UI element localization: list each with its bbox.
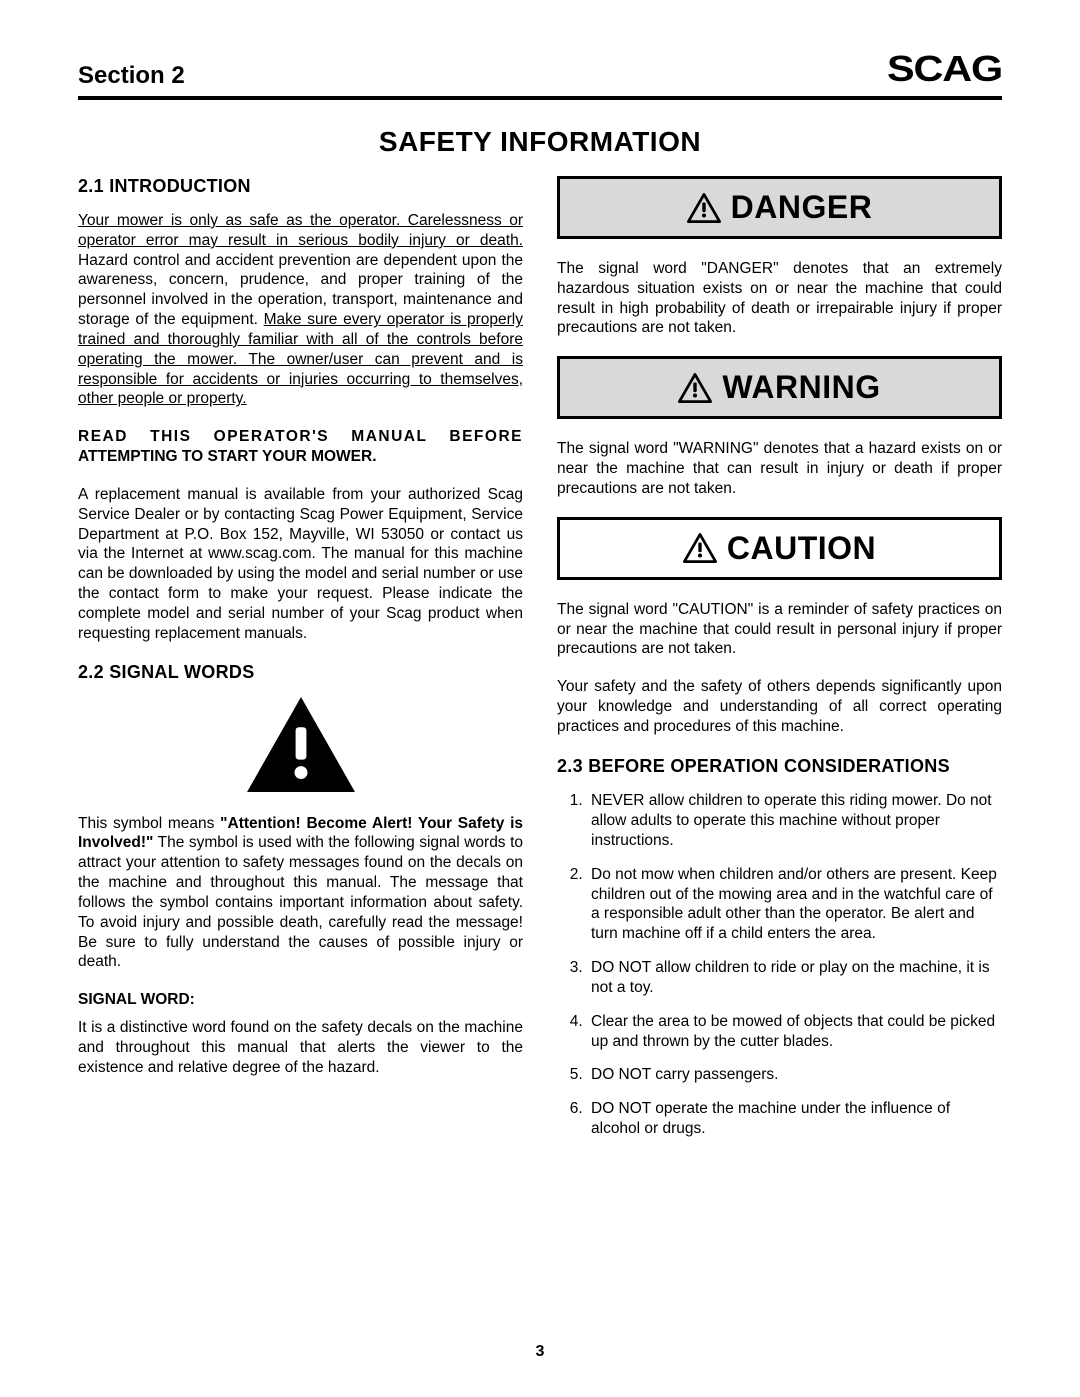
danger-text: The signal word "DANGER" denotes that an… [557, 259, 1002, 338]
signal-p1-a: This symbol means [78, 815, 220, 832]
replacement-manual-paragraph: A replacement manual is available from y… [78, 485, 523, 644]
list-item: NEVER allow children to operate this rid… [587, 791, 1002, 850]
page-number: 3 [0, 1343, 1080, 1361]
right-column: DANGER The signal word "DANGER" denotes … [557, 176, 1002, 1153]
list-item: DO NOT carry passengers. [587, 1065, 1002, 1085]
read-manual-line-2: ATTEMPTING TO START YOUR MOWER. [78, 448, 377, 465]
safety-note: Your safety and the safety of others dep… [557, 677, 1002, 736]
intro-underline-1: Your mower is only as safe as the operat… [78, 212, 523, 249]
considerations-list: NEVER allow children to operate this rid… [557, 791, 1002, 1139]
content-columns: 2.1 INTRODUCTION Your mower is only as s… [78, 176, 1002, 1153]
signal-word-label: SIGNAL WORD: [78, 990, 523, 1010]
list-item: Clear the area to be mowed of objects th… [587, 1012, 1002, 1052]
caution-triangle-icon [683, 533, 717, 563]
heading-introduction: 2.1 INTRODUCTION [78, 176, 523, 197]
brand-logo: SCAG [887, 48, 1002, 90]
signal-symbol-paragraph: This symbol means "Attention! Become Ale… [78, 814, 523, 973]
warning-triangle-icon-small [678, 373, 712, 403]
caution-text: The signal word "CAUTION" is a reminder … [557, 600, 1002, 659]
heading-before-operation: 2.3 BEFORE OPERATION CONSIDERATIONS [557, 755, 1002, 778]
left-column: 2.1 INTRODUCTION Your mower is only as s… [78, 176, 523, 1153]
caution-box: CAUTION [557, 517, 1002, 580]
warning-label: WARNING [722, 369, 880, 406]
list-item: DO NOT allow children to ride or play on… [587, 958, 1002, 998]
list-item: DO NOT operate the machine under the inf… [587, 1099, 1002, 1139]
warning-text: The signal word "WARNING" denotes that a… [557, 439, 1002, 498]
heading-signal-words: 2.2 SIGNAL WORDS [78, 662, 523, 683]
section-label: Section 2 [78, 62, 185, 90]
page-title: SAFETY INFORMATION [78, 126, 1002, 158]
warning-box: WARNING [557, 356, 1002, 419]
list-item: Do not mow when children and/or others a… [587, 865, 1002, 944]
danger-box: DANGER [557, 176, 1002, 239]
signal-p1-c: The symbol is used with the following si… [78, 834, 523, 970]
read-manual-line-1: READ THIS OPERATOR'S MANUAL BEFORE [78, 428, 523, 445]
read-manual-warning: READ THIS OPERATOR'S MANUAL BEFORE ATTEM… [78, 427, 523, 467]
danger-label: DANGER [731, 189, 873, 226]
signal-word-definition: It is a distinctive word found on the sa… [78, 1018, 523, 1077]
warning-triangle-icon [246, 697, 356, 792]
danger-triangle-icon [687, 193, 721, 223]
page-header: Section 2 SCAG [78, 48, 1002, 100]
intro-paragraph-1: Your mower is only as safe as the operat… [78, 211, 523, 409]
caution-label: CAUTION [727, 530, 876, 567]
